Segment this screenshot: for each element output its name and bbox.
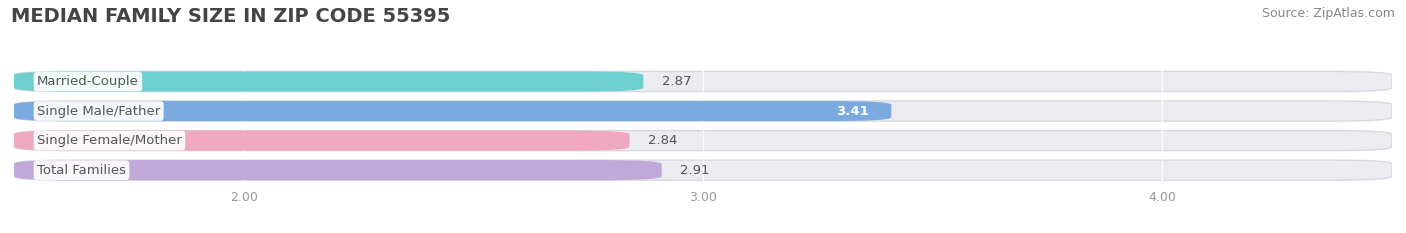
Text: Single Male/Father: Single Male/Father [37,105,160,117]
FancyBboxPatch shape [14,101,891,121]
Text: 3.41: 3.41 [835,105,869,117]
FancyBboxPatch shape [14,130,630,151]
FancyBboxPatch shape [14,160,662,180]
FancyBboxPatch shape [14,160,1392,180]
Text: 2.84: 2.84 [648,134,678,147]
FancyBboxPatch shape [14,130,1392,151]
Text: 2.87: 2.87 [662,75,692,88]
Text: Source: ZipAtlas.com: Source: ZipAtlas.com [1261,7,1395,20]
Text: 2.91: 2.91 [681,164,710,177]
Text: Married-Couple: Married-Couple [37,75,139,88]
FancyBboxPatch shape [14,101,1392,121]
FancyBboxPatch shape [14,72,644,92]
Text: MEDIAN FAMILY SIZE IN ZIP CODE 55395: MEDIAN FAMILY SIZE IN ZIP CODE 55395 [11,7,450,26]
Text: Single Female/Mother: Single Female/Mother [37,134,181,147]
Text: Total Families: Total Families [37,164,127,177]
FancyBboxPatch shape [14,72,1392,92]
